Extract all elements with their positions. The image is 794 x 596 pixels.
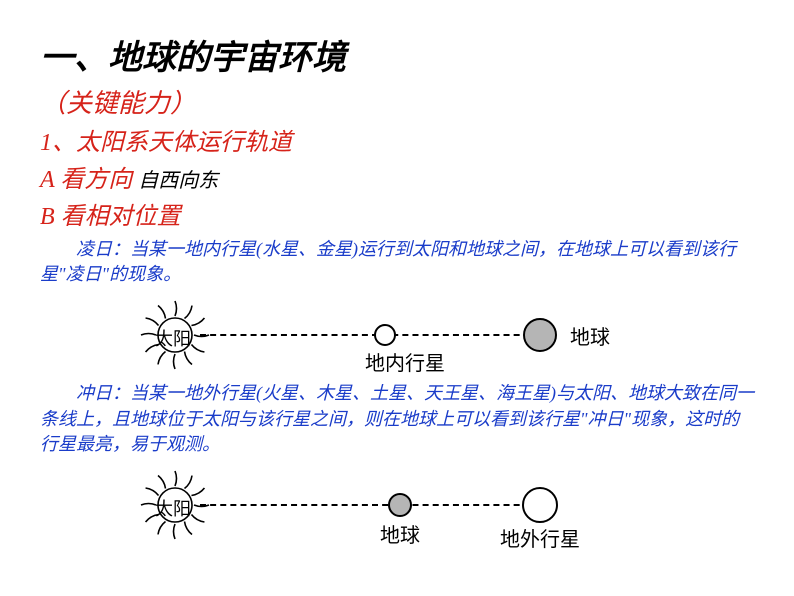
line-b: B 看相对位置 xyxy=(40,196,754,231)
main-title: 一、地球的宇宙环境 xyxy=(40,30,754,79)
line-a-detail: 自西向东 xyxy=(138,170,218,192)
outer-planet xyxy=(522,487,558,523)
line-a-label: A 看方向 xyxy=(40,167,132,193)
earth-body xyxy=(523,318,557,352)
orbit-line xyxy=(200,504,550,506)
opposition-description: 冲日：当某一地外行星(火星、木星、土星、天王星、海王星)与太阳、地球大致在同一条… xyxy=(40,381,754,457)
subtitle: （关键能力） xyxy=(40,83,754,120)
section-heading: 1、太阳系天体运行轨道 xyxy=(40,122,754,157)
opposition-diagram: 太阳 地球 地外行星 xyxy=(140,465,700,545)
earth-label: 地球 xyxy=(570,321,610,350)
line-a: A 看方向 自西向东 xyxy=(40,159,754,194)
inner-planet xyxy=(374,324,396,346)
transit-diagram: 太阳 地内行星 地球 xyxy=(140,295,700,375)
earth-body xyxy=(388,493,412,517)
sun-label: 太阳 xyxy=(155,325,191,351)
earth-label: 地球 xyxy=(380,519,420,548)
transit-description: 凌日：当某一地内行星(水星、金星)运行到太阳和地球之间，在地球上可以看到该行星"… xyxy=(40,237,754,287)
inner-planet-label: 地内行星 xyxy=(365,347,445,376)
outer-planet-label: 地外行星 xyxy=(500,523,580,552)
sun-label: 太阳 xyxy=(155,495,191,521)
